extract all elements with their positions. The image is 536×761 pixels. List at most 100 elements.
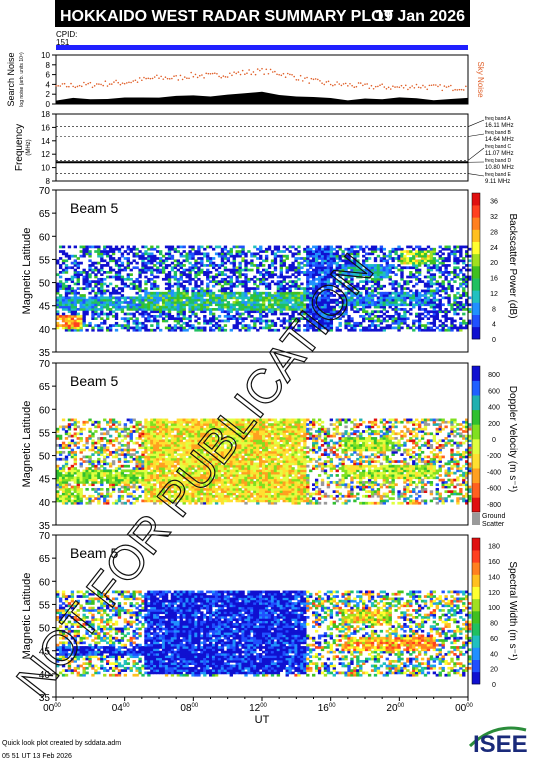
data-cell (326, 291, 331, 295)
data-cell (376, 273, 381, 277)
data-cell (385, 259, 389, 263)
data-cell (256, 296, 260, 300)
data-cell (147, 430, 151, 433)
data-cell (326, 324, 331, 327)
data-cell (350, 308, 354, 311)
data-cell (406, 261, 410, 265)
data-cell (417, 268, 422, 272)
data-cell (373, 328, 378, 332)
data-cell (203, 294, 207, 297)
data-cell (129, 296, 133, 300)
data-cell (159, 432, 163, 436)
colorbar-swatch (472, 314, 480, 328)
data-cell (432, 314, 437, 318)
data-cell (314, 257, 319, 260)
data-cell (141, 259, 145, 263)
data-cell (376, 317, 381, 320)
data-cell (447, 298, 451, 302)
data-cell (267, 282, 272, 286)
data-cell (61, 296, 66, 300)
data-cell (170, 444, 175, 447)
data-cell (144, 271, 148, 274)
data-cell (338, 268, 342, 272)
data-cell (164, 319, 169, 323)
data-cell (320, 254, 325, 258)
data-cell (235, 310, 239, 314)
data-cell (58, 303, 63, 307)
data-cell (144, 250, 148, 253)
data-cell (335, 252, 339, 256)
data-cell (67, 317, 72, 320)
data-cell (176, 261, 180, 265)
data-cell (306, 284, 310, 288)
data-cell (350, 326, 354, 330)
data-cell (73, 490, 77, 493)
data-cell (170, 485, 175, 489)
data-cell (194, 328, 198, 332)
data-cell (103, 494, 107, 498)
data-cell (153, 423, 157, 426)
data-cell (276, 305, 281, 309)
data-cell (453, 271, 457, 274)
data-cell (170, 328, 175, 332)
data-cell (147, 455, 151, 459)
data-cell (206, 294, 210, 297)
data-cell (303, 287, 307, 290)
data-cell (420, 280, 425, 283)
data-cell (191, 301, 195, 304)
data-cell (179, 434, 183, 438)
data-cell (73, 455, 77, 459)
noise-tick-label: 6 (46, 71, 51, 80)
data-cell (285, 287, 289, 290)
data-cell (294, 301, 298, 304)
data-cell (159, 296, 163, 300)
data-cell (367, 271, 372, 274)
data-cell (279, 250, 283, 253)
data-cell (100, 481, 104, 484)
data-cell (379, 245, 384, 249)
data-cell (144, 423, 148, 426)
data-cell (312, 275, 316, 279)
data-cell (438, 266, 442, 270)
data-cell (453, 250, 457, 253)
data-cell (312, 308, 316, 311)
data-cell (359, 308, 363, 311)
data-cell (294, 319, 298, 323)
data-cell (173, 494, 178, 498)
data-cell (173, 483, 178, 487)
data-cell (108, 494, 113, 498)
data-cell (306, 259, 310, 263)
data-cell (370, 277, 375, 281)
data-cell (153, 453, 157, 456)
data-cell (317, 319, 322, 323)
data-cell (76, 291, 80, 295)
data-cell (356, 324, 360, 327)
data-cell (397, 254, 401, 258)
data-cell (326, 259, 331, 263)
data-cell (214, 268, 219, 272)
data-cell (170, 427, 175, 431)
data-cell (82, 469, 86, 473)
data-cell (447, 328, 451, 332)
sky-noise-point (110, 83, 113, 85)
data-cell (447, 280, 451, 283)
data-cell (58, 266, 63, 270)
data-cell (259, 277, 263, 281)
data-cell (85, 471, 89, 475)
data-cell (273, 296, 278, 300)
data-cell (79, 464, 83, 468)
data-cell (132, 280, 136, 283)
data-cell (300, 296, 304, 300)
data-cell (70, 499, 75, 503)
data-cell (73, 310, 77, 314)
data-cell (453, 298, 457, 302)
data-cell (94, 487, 98, 491)
data-cell (82, 481, 86, 484)
data-cell (117, 478, 122, 482)
data-cell (209, 328, 213, 332)
data-cell (276, 308, 281, 311)
data-cell (144, 310, 148, 314)
data-cell (150, 450, 154, 454)
data-cell (153, 257, 157, 260)
data-cell (100, 252, 104, 256)
